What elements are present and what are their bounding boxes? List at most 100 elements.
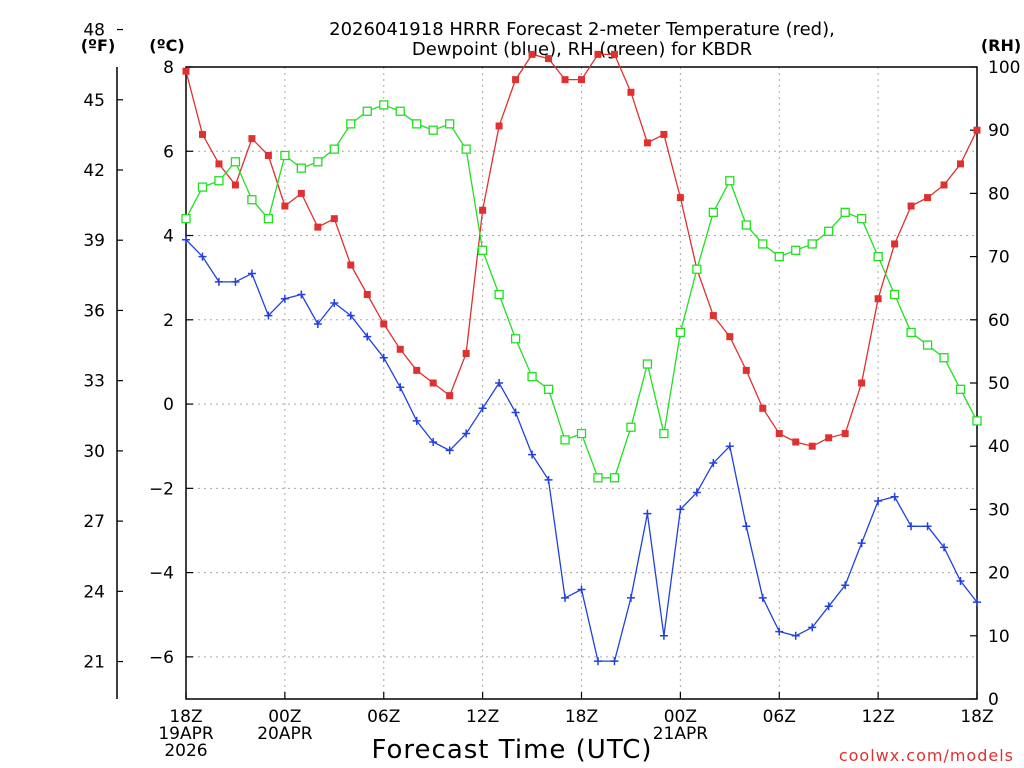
celsius-tick-label: −2 bbox=[149, 479, 174, 499]
rh-point bbox=[889, 289, 900, 300]
fahrenheit-unit-label: (ºF) bbox=[81, 36, 116, 55]
dewpoint-point bbox=[495, 379, 504, 387]
dewpoint-point bbox=[214, 277, 223, 286]
dewpoint-point bbox=[478, 404, 487, 413]
rh-tick-label: 30 bbox=[988, 500, 1010, 520]
rh-unit-label: (RH) bbox=[981, 36, 1021, 55]
temperature-point bbox=[726, 333, 734, 341]
rh-point bbox=[445, 119, 455, 129]
temperature-point bbox=[446, 392, 454, 400]
rh-point bbox=[181, 214, 191, 224]
dewpoint-point bbox=[561, 593, 570, 602]
dewpoint-point bbox=[363, 332, 372, 341]
dewpoint-point bbox=[857, 539, 866, 548]
dewpoint-point bbox=[247, 269, 256, 278]
rh-point bbox=[708, 207, 718, 218]
celsius-tick-label: −6 bbox=[149, 648, 174, 668]
celsius-tick-label: 8 bbox=[163, 58, 174, 78]
fahrenheit-tick-label: 48 bbox=[83, 21, 105, 41]
rh-tick-label: 60 bbox=[988, 311, 1010, 331]
rh-point bbox=[329, 144, 339, 154]
temperature-point bbox=[528, 50, 536, 58]
temperature-line bbox=[185, 53, 978, 447]
temperature-point bbox=[924, 194, 932, 202]
temperature-point bbox=[363, 291, 371, 299]
dewpoint-point bbox=[791, 631, 800, 640]
time-tick-label: 12Z bbox=[466, 707, 499, 727]
temperature-point bbox=[314, 223, 322, 231]
rh-point bbox=[576, 428, 587, 439]
dewpoint-point bbox=[742, 522, 751, 531]
rh-point bbox=[593, 473, 603, 483]
rh-point bbox=[939, 353, 949, 363]
rh-point bbox=[906, 327, 916, 338]
temperature-point bbox=[231, 181, 239, 189]
rh-point bbox=[807, 239, 817, 249]
fahrenheit-tick-label: 42 bbox=[83, 161, 105, 181]
dewpoint-point bbox=[396, 383, 405, 392]
celsius-unit-label: (ºC) bbox=[149, 36, 184, 55]
dewpoint-point bbox=[956, 577, 965, 586]
rh-point bbox=[609, 473, 620, 483]
rh-point bbox=[395, 106, 405, 116]
temperature-point bbox=[429, 379, 437, 387]
temperature-point bbox=[792, 438, 800, 446]
temperature-point bbox=[940, 181, 948, 189]
time-tick-label: 12Z bbox=[861, 707, 894, 727]
temperature-point bbox=[215, 160, 223, 168]
chart-subtitle: Dewpoint (blue), RH (green) for KBDR bbox=[412, 39, 752, 60]
dewpoint-point bbox=[412, 416, 421, 425]
temperature-point bbox=[660, 130, 668, 138]
dewpoint-point bbox=[297, 290, 306, 299]
temperature-point bbox=[380, 320, 388, 328]
rh-point bbox=[824, 226, 834, 236]
rh-tick-label: 70 bbox=[988, 248, 1010, 268]
dewpoint-point bbox=[808, 623, 817, 632]
temperature-point bbox=[825, 434, 833, 442]
rh-point bbox=[675, 327, 686, 338]
fahrenheit-tick-label: 39 bbox=[83, 231, 105, 251]
rh-series bbox=[181, 100, 982, 483]
temperature-point bbox=[330, 215, 338, 223]
chart-title: 2026041918 HRRR Forecast 2-meter Tempera… bbox=[329, 19, 835, 40]
rh-point bbox=[626, 422, 636, 432]
rh-point bbox=[972, 416, 982, 426]
dewpoint-point bbox=[511, 408, 520, 417]
rh-tick-label: 50 bbox=[988, 374, 1010, 394]
rh-point bbox=[247, 195, 257, 205]
rh-point bbox=[527, 372, 537, 382]
fahrenheit-tick-label: 30 bbox=[83, 442, 105, 462]
rh-point bbox=[873, 251, 883, 262]
rh-tick-label: 40 bbox=[988, 437, 1010, 457]
fahrenheit-tick-label: 33 bbox=[83, 372, 105, 392]
rh-point bbox=[774, 251, 784, 262]
dewpoint-point bbox=[182, 235, 190, 244]
rh-point bbox=[494, 289, 504, 300]
temperature-point bbox=[495, 122, 503, 130]
dewpoint-point bbox=[330, 298, 339, 307]
rh-point bbox=[642, 359, 653, 369]
dewpoint-point bbox=[593, 657, 602, 666]
temperature-point bbox=[396, 345, 404, 353]
temperature-point bbox=[973, 126, 981, 134]
celsius-tick-label: 6 bbox=[163, 142, 174, 162]
rh-point bbox=[230, 157, 241, 167]
dewpoint-point bbox=[346, 311, 355, 320]
rh-point bbox=[741, 220, 751, 230]
temperature-point bbox=[578, 76, 585, 84]
rh-point bbox=[280, 150, 290, 161]
celsius-tick-label: 4 bbox=[163, 227, 174, 247]
temperature-point bbox=[676, 194, 684, 202]
rh-point bbox=[758, 239, 768, 249]
rh-point bbox=[428, 125, 438, 135]
temperature-point bbox=[759, 404, 767, 412]
rh-point bbox=[791, 245, 801, 255]
dewpoint-point bbox=[280, 294, 289, 303]
rh-tick-label: 100 bbox=[988, 58, 1020, 78]
dewpoint-point bbox=[626, 593, 635, 602]
dewpoint-point bbox=[231, 277, 240, 286]
temperature-point bbox=[957, 160, 965, 168]
time-tick-label: 18Z bbox=[960, 707, 993, 727]
dewpoint-point bbox=[643, 509, 652, 518]
